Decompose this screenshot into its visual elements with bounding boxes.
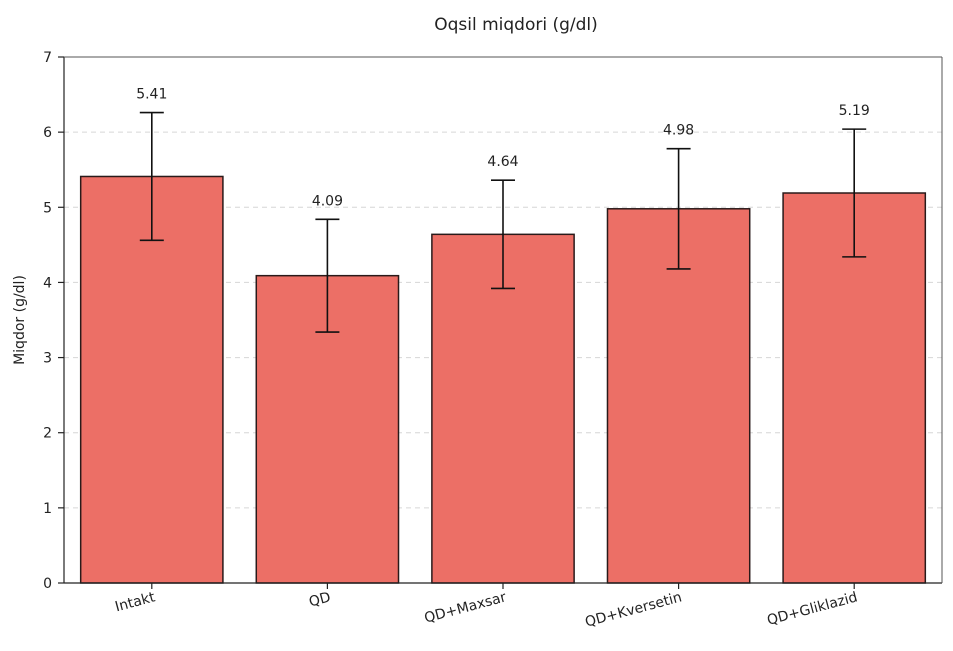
- x-tick-label: QD+Maxsar: [423, 589, 509, 626]
- x-tick-label: QD+Kversetin: [583, 589, 683, 630]
- chart-title: Oqsil miqdori (g/dl): [434, 15, 598, 35]
- value-label: 4.64: [487, 154, 518, 170]
- y-tick-label: 3: [43, 351, 52, 367]
- value-label: 4.98: [663, 123, 694, 139]
- value-labels: 5.41 4.09 4.64 4.98 5.19: [136, 87, 870, 210]
- y-tick-label: 6: [43, 125, 52, 141]
- bar-intakt: [79, 175, 224, 584]
- y-tick-label: 0: [43, 576, 52, 592]
- y-tick-label: 4: [43, 275, 52, 291]
- y-axis-label: Miqdor (g/dl): [12, 275, 28, 365]
- error-bars: [139, 111, 867, 333]
- y-tick-label: 7: [43, 50, 52, 66]
- y-tick-label: 1: [43, 501, 52, 517]
- y-tick-labels: 0 1 2 3 4 5 6 7: [43, 50, 64, 592]
- x-tick-label: QD+Gliklazid: [765, 589, 859, 628]
- value-label: 4.09: [312, 193, 343, 209]
- x-tick-label: Intakt: [113, 589, 157, 615]
- x-tick-labels: Intakt QD QD+Maxsar QD+Kversetin QD+Gliklazi…: [113, 583, 859, 631]
- y-tick-label: 5: [43, 200, 52, 216]
- x-tick-label: QD: [307, 589, 332, 610]
- y-tick-label: 2: [43, 426, 52, 442]
- value-label: 5.19: [839, 103, 870, 119]
- value-label: 5.41: [136, 87, 167, 103]
